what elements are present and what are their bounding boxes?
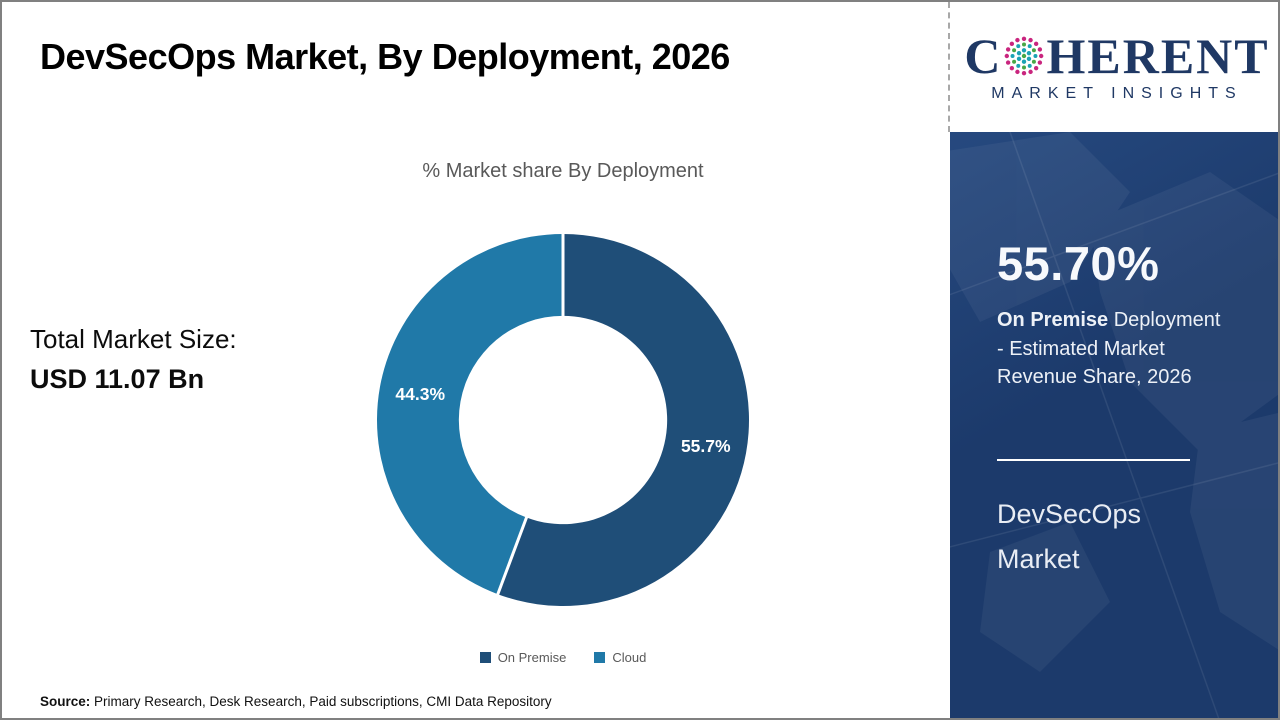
source-text: Primary Research, Desk Research, Paid su… [90,694,552,709]
slice-separator [496,516,529,596]
globe-icon [1005,36,1044,76]
brand-wordmark: C HERENT [964,31,1269,81]
highlight-stat-rest: Deployment - Estimated Market Revenue Sh… [997,309,1221,388]
donut-data-label-on-premise: 55.7% [681,436,731,456]
world-map-texture [950,132,1278,718]
globe-dot [1012,48,1017,53]
total-market-size-value: USD 11.07 Bn [30,364,205,394]
donut-slice-on-premise [497,234,749,606]
globe-dot [1006,47,1011,52]
legend-item-on-premise: On Premise [479,650,567,665]
donut-slice-cloud [377,234,563,595]
globe-dot [1010,41,1015,47]
legend-swatch-on-premise [479,652,491,663]
globe-dot [1027,56,1032,62]
globe-dot [1022,42,1027,47]
brand-prefix: C [964,28,1003,84]
market-name-line1: DevSecOps [997,499,1142,529]
legend-label-on-premise: On Premise [497,650,567,665]
brand-tagline: MARKET INSIGHTS [991,85,1243,102]
donut-chart-container: 55.7% 44.3% [371,228,755,612]
globe-dot [1033,53,1038,59]
globe-dot [1010,65,1015,71]
globe-dot [1016,44,1021,49]
globe-dot [1022,65,1027,70]
globe-dot [1015,37,1021,43]
dashed-divider [948,2,950,132]
globe-dot [1038,60,1043,65]
globe-dot [1016,63,1021,68]
total-market-size-label: Total Market Size: [30,324,237,354]
legend-item-cloud: Cloud [594,650,646,665]
globe-dot [1028,44,1033,49]
donut-data-label-cloud: 44.3% [395,384,445,404]
source-note: Source: Primary Research, Desk Research,… [40,694,552,709]
globe-dot [1038,47,1043,52]
globe-dot [1027,50,1032,56]
globe-dot [1022,53,1027,59]
legend-swatch-cloud [594,652,606,663]
brand-logo: C HERENT MARKET INSIGHTS [952,2,1278,132]
market-name: DevSecOps Market [997,492,1141,582]
chart-legend: On Premise Cloud [333,650,793,665]
globe-dot [1012,59,1017,64]
globe-dot [1034,41,1039,47]
globe-dot [1022,59,1027,64]
globe-dot [1028,37,1034,43]
highlight-stat-description: On Premise Deployment - Estimated Market… [997,306,1225,392]
globe-dot [1011,53,1016,59]
chart-title: % Market share By Deployment [422,160,704,182]
panel-divider-line [997,459,1190,461]
total-market-size-block: Total Market Size: USD 11.07 Bn [30,324,237,395]
globe-dot [1039,53,1044,59]
highlight-panel: 55.70% On Premise Deployment - Estimated… [950,132,1278,718]
globe-dot [1022,48,1027,53]
globe-dot [1017,56,1022,62]
globe-dot [1022,36,1027,42]
globe-dot [1006,60,1011,65]
globe-dot [1028,63,1033,68]
globe-dot [1022,70,1027,76]
legend-label-cloud: Cloud [612,650,647,665]
page-title: DevSecOps Market, By Deployment, 2026 [40,36,730,77]
globe-dot [1032,59,1037,64]
market-name-line2: Market [997,544,1080,574]
globe-dot [1017,50,1022,56]
globe-dot [1015,69,1021,75]
highlight-stat-value: 55.70% [997,237,1160,290]
donut-chart: 55.7% 44.3% [377,233,749,606]
source-label: Source: [40,694,91,709]
brand-suffix: HERENT [1046,28,1270,84]
globe-dot [1032,48,1037,53]
highlight-stat-segment: On Premise [997,309,1109,331]
globe-dot [1005,53,1010,59]
globe-dot [1034,65,1039,71]
globe-dot [1028,69,1034,75]
